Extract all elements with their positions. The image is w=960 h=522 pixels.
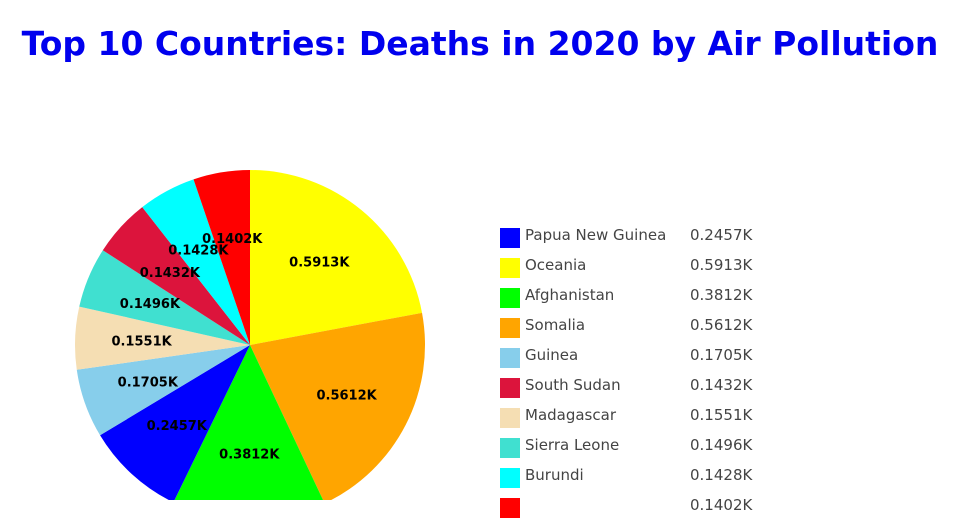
legend-swatch (500, 228, 520, 248)
legend-swatch (500, 408, 520, 428)
legend-item[interactable]: Somalia 0.5612K (500, 312, 800, 342)
pie-slice-labels: 0.5913K 0.5612K 0.3812K 0.2457K 0.1705K 0.155… (111, 232, 377, 463)
legend-label: Somalia (525, 316, 586, 334)
legend-swatch (500, 318, 520, 338)
pie-slice-label: 0.1402K (202, 232, 263, 247)
legend-value: 0.1402K (690, 496, 753, 514)
legend-value: 0.2457K (690, 226, 753, 244)
chart-title: Top 10 Countries: Deaths in 2020 by Air … (21, 24, 939, 63)
legend-label: Sierra Leone (525, 436, 620, 454)
pie-slice[interactable] (100, 345, 250, 500)
pie-slice-label: 0.1432K (140, 266, 201, 281)
pie-slice[interactable] (75, 306, 250, 370)
pie-slice-label: 0.2457K (147, 419, 208, 434)
legend-swatch (500, 348, 520, 368)
pie-slice[interactable] (193, 170, 250, 345)
legend-label: Madagascar (525, 406, 616, 424)
pie-slice-label: 0.1551K (111, 335, 172, 350)
pie-slice[interactable] (102, 207, 250, 345)
pie-slice[interactable] (250, 312, 426, 500)
pie-slice-label: 0.5913K (289, 256, 350, 271)
legend-item[interactable]: Guinea 0.1705K (500, 342, 800, 372)
pie-slice[interactable] (173, 345, 324, 500)
legend-item[interactable]: Papua New Guinea 0.2457K (500, 222, 800, 252)
legend-swatch (500, 498, 520, 518)
legend-swatch (500, 438, 520, 458)
pie-slice[interactable] (79, 250, 251, 345)
legend-swatch (500, 378, 520, 398)
pie-slice-label: 0.1705K (118, 375, 179, 390)
legend-swatch (500, 258, 520, 278)
legend-value: 0.1551K (690, 406, 753, 424)
legend-item[interactable]: 0.1402K (500, 492, 800, 522)
legend-item[interactable]: Oceania 0.5913K (500, 252, 800, 282)
legend: Papua New Guinea 0.2457K Oceania 0.5913K Afg… (500, 222, 800, 522)
pie-slice[interactable] (76, 345, 251, 436)
legend-label: Oceania (525, 256, 587, 274)
legend-swatch (500, 288, 520, 308)
pie-chart: 0.5913K 0.5612K 0.3812K 0.2457K 0.1705K 0.155… (75, 170, 426, 500)
legend-swatch (500, 468, 520, 488)
pie-slice-label: 0.1496K (120, 297, 181, 312)
legend-label: South Sudan (525, 376, 621, 394)
legend-value: 0.1496K (690, 436, 753, 454)
legend-item[interactable]: Sierra Leone 0.1496K (500, 432, 800, 462)
pie-slice-label: 0.1428K (168, 244, 229, 259)
pie-slice-label: 0.3812K (219, 448, 280, 463)
legend-label: Burundi (525, 466, 584, 484)
pie-slice[interactable] (142, 179, 250, 345)
pie-slice-label: 0.5612K (316, 388, 377, 403)
legend-label: Afghanistan (525, 286, 615, 304)
legend-item[interactable]: Madagascar 0.1551K (500, 402, 800, 432)
pie-slices (75, 170, 426, 500)
legend-value: 0.5913K (690, 256, 753, 274)
legend-label: Guinea (525, 346, 579, 364)
legend-value: 0.1432K (690, 376, 753, 394)
legend-value: 0.5612K (690, 316, 753, 334)
legend-item[interactable]: Afghanistan 0.3812K (500, 282, 800, 312)
legend-value: 0.3812K (690, 286, 753, 304)
legend-label: Papua New Guinea (525, 226, 667, 244)
legend-value: 0.1428K (690, 466, 753, 484)
pie-slice[interactable] (250, 170, 423, 345)
legend-item[interactable]: Burundi 0.1428K (500, 462, 800, 492)
legend-item[interactable]: South Sudan 0.1432K (500, 372, 800, 402)
legend-value: 0.1705K (690, 346, 753, 364)
